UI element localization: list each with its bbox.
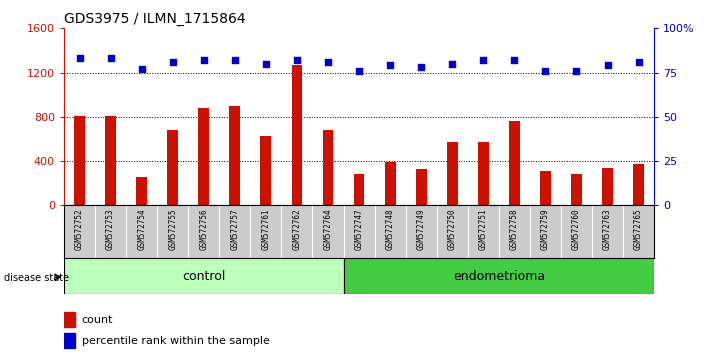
Point — [633, 59, 644, 65]
Text: percentile rank within the sample: percentile rank within the sample — [82, 336, 269, 346]
Text: GSM572753: GSM572753 — [106, 208, 115, 250]
Bar — [323, 130, 333, 205]
Text: GSM572762: GSM572762 — [292, 208, 301, 250]
Point — [136, 66, 147, 72]
Point — [540, 68, 551, 74]
Text: disease state: disease state — [4, 273, 69, 283]
Bar — [64, 258, 343, 294]
Text: endometrioma: endometrioma — [453, 270, 545, 282]
Text: GSM572747: GSM572747 — [355, 208, 363, 250]
Bar — [447, 142, 458, 205]
Point — [353, 68, 365, 74]
Text: count: count — [82, 315, 113, 325]
Point — [447, 61, 458, 67]
Bar — [478, 142, 488, 205]
Bar — [602, 168, 613, 205]
Bar — [540, 171, 551, 205]
Point — [508, 57, 520, 63]
Point — [415, 64, 427, 70]
Bar — [260, 136, 272, 205]
Text: GSM572751: GSM572751 — [479, 208, 488, 250]
Bar — [167, 130, 178, 205]
Point — [292, 57, 303, 63]
Text: GSM572748: GSM572748 — [385, 208, 395, 250]
Bar — [509, 121, 520, 205]
Bar — [634, 164, 644, 205]
Text: GSM572760: GSM572760 — [572, 208, 581, 250]
Point — [167, 59, 178, 65]
Text: GSM572756: GSM572756 — [199, 208, 208, 250]
Bar — [571, 175, 582, 205]
Point — [478, 57, 489, 63]
Text: GSM572765: GSM572765 — [634, 208, 643, 250]
Point — [105, 56, 117, 61]
Point — [571, 68, 582, 74]
Text: GSM572752: GSM572752 — [75, 208, 84, 250]
Text: GSM572749: GSM572749 — [417, 208, 426, 250]
Point — [198, 57, 210, 63]
Point — [602, 63, 613, 68]
Bar — [385, 162, 395, 205]
Point — [322, 59, 333, 65]
Point — [229, 57, 240, 63]
Point — [385, 63, 396, 68]
Bar — [292, 65, 302, 205]
Bar — [137, 177, 147, 205]
Bar — [64, 333, 75, 348]
Bar — [343, 258, 654, 294]
Text: GSM572757: GSM572757 — [230, 208, 240, 250]
Text: GSM572759: GSM572759 — [541, 208, 550, 250]
Point — [74, 56, 85, 61]
Text: GSM572761: GSM572761 — [262, 208, 270, 250]
Text: GSM572755: GSM572755 — [169, 208, 177, 250]
Text: GSM572764: GSM572764 — [324, 208, 333, 250]
Bar — [74, 116, 85, 205]
Text: GSM572758: GSM572758 — [510, 208, 519, 250]
Bar — [353, 175, 365, 205]
Text: GSM572763: GSM572763 — [603, 208, 612, 250]
Text: GSM572750: GSM572750 — [448, 208, 456, 250]
Point — [260, 61, 272, 67]
Text: GSM572754: GSM572754 — [137, 208, 146, 250]
Text: control: control — [182, 270, 225, 282]
Bar — [230, 106, 240, 205]
Bar — [198, 108, 209, 205]
Text: GDS3975 / ILMN_1715864: GDS3975 / ILMN_1715864 — [64, 12, 245, 26]
Bar — [416, 169, 427, 205]
Bar — [105, 116, 116, 205]
Bar — [64, 312, 75, 327]
